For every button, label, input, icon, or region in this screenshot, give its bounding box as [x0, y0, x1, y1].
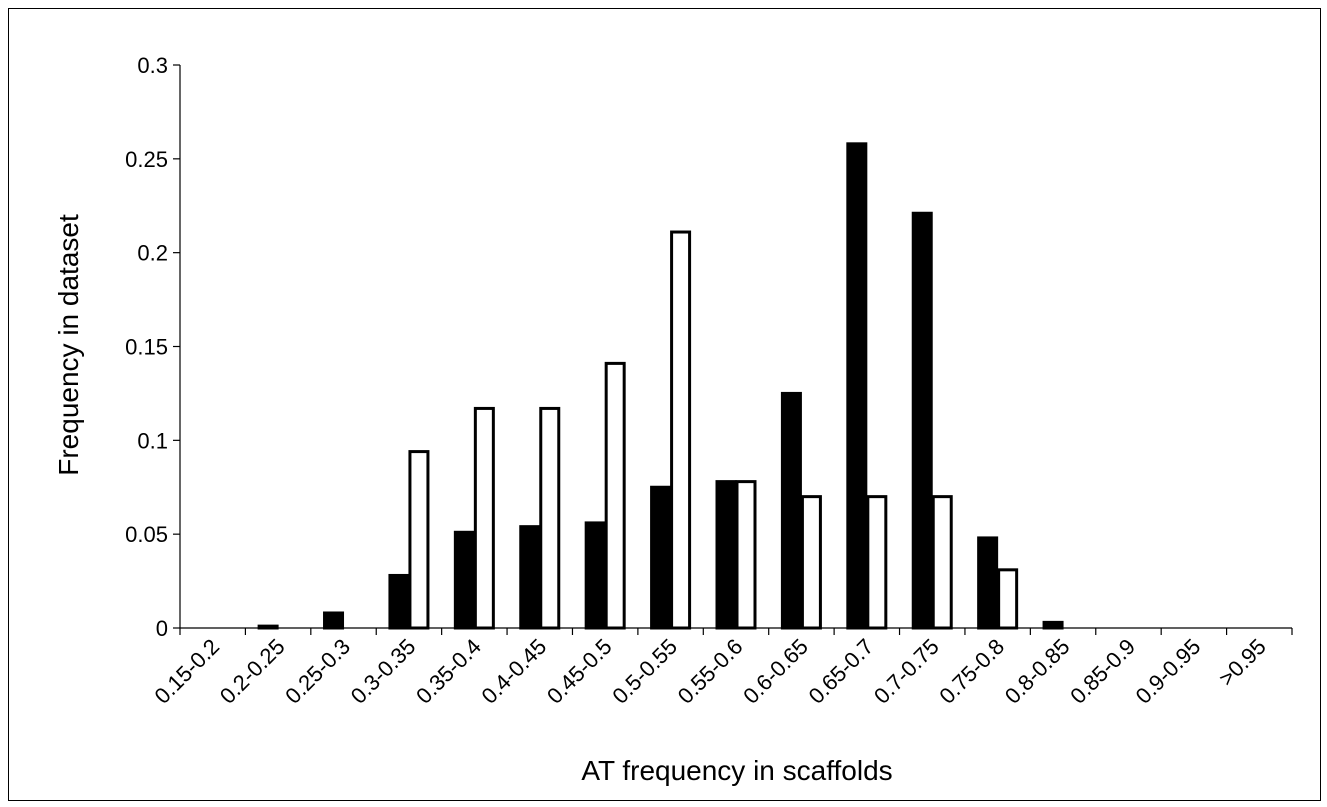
bar-series-1	[388, 573, 410, 630]
bar-series-1	[453, 530, 475, 630]
y-tick-label: 0.3	[137, 53, 168, 78]
x-tick-label: 0.15-0.2	[149, 634, 224, 709]
y-tick-label: 0	[156, 616, 168, 641]
bar-series-2	[931, 495, 953, 630]
bar-series-1	[977, 536, 999, 630]
x-axis: 0.15-0.20.2-0.250.25-0.30.3-0.350.35-0.4…	[149, 627, 1293, 709]
x-tick-label: 0.4-0.45	[477, 634, 552, 709]
x-tick-label: >0.95	[1214, 634, 1271, 691]
bar-series-2	[997, 568, 1019, 630]
bar-series-2	[866, 495, 888, 630]
bar-series-1	[780, 391, 802, 630]
x-tick-label: 0.85-0.9	[1065, 634, 1140, 709]
x-tick-label: 0.5-0.55	[607, 634, 682, 709]
y-tick-label: 0.1	[137, 428, 168, 453]
x-tick-label: 0.9-0.95	[1131, 634, 1206, 709]
x-tick-label: 0.3-0.35	[346, 634, 421, 709]
y-tick-label: 0.05	[125, 522, 168, 547]
x-tick-label: 0.25-0.3	[280, 634, 355, 709]
y-tick-label: 0.2	[137, 241, 168, 266]
bar-series-1	[715, 480, 737, 630]
bar-series-2	[670, 230, 692, 630]
bar-series-1	[846, 142, 868, 630]
x-tick-label: 0.55-0.6	[673, 634, 748, 709]
bar-series-2	[539, 406, 561, 630]
y-axis-title: Frequency in dataset	[53, 214, 84, 476]
x-tick-label: 0.75-0.8	[934, 634, 1009, 709]
x-axis-title: AT frequency in scaffolds	[581, 755, 892, 786]
x-tick-label: 0.45-0.5	[542, 634, 617, 709]
bar-series-1	[911, 211, 933, 630]
bar-series-1	[257, 624, 279, 630]
y-tick-label: 0.25	[125, 147, 168, 172]
bar-series-2	[408, 450, 430, 630]
bar-series-2	[735, 480, 757, 630]
bar-series-2	[604, 361, 626, 630]
y-tick-label: 0.15	[125, 335, 168, 360]
bar-series-1	[519, 525, 541, 630]
bar-series-1	[1042, 620, 1064, 630]
x-tick-label: 0.65-0.7	[804, 634, 879, 709]
bars	[257, 142, 1064, 630]
x-tick-label: 0.6-0.65	[738, 634, 813, 709]
x-tick-label: 0.7-0.75	[869, 634, 944, 709]
bar-series-1	[650, 485, 672, 630]
bar-series-2	[473, 406, 495, 630]
bar-series-1	[323, 611, 345, 630]
x-tick-label: 0.2-0.25	[215, 634, 290, 709]
bar-series-2	[800, 495, 822, 630]
chart-frame	[8, 8, 1321, 801]
x-tick-label: 0.35-0.4	[411, 634, 486, 709]
bar-series-1	[584, 521, 606, 630]
x-tick-label: 0.8-0.85	[1000, 634, 1075, 709]
y-axis: 0 0.05 0.1 0.15 0.2 0.25 0.3	[125, 53, 181, 641]
